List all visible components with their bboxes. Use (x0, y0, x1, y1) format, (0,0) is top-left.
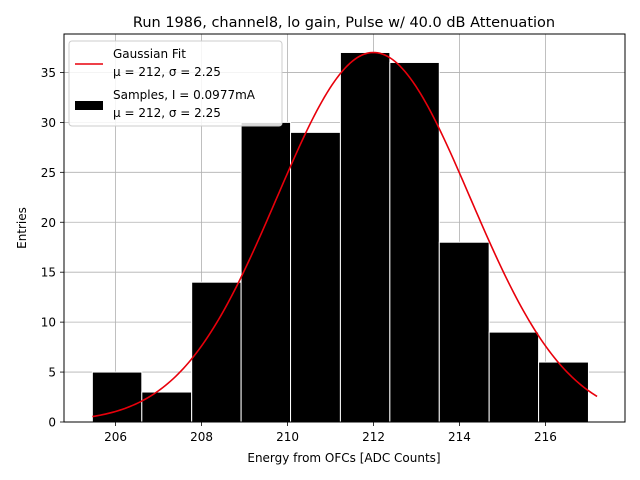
y-tick-label: 35 (41, 66, 56, 80)
legend-samples-label: Samples, I = 0.0977mA (113, 88, 256, 102)
histogram-bar (389, 61, 440, 423)
chart-title: Run 1986, channel8, lo gain, Pulse w/ 40… (133, 15, 555, 31)
legend: Gaussian Fit μ = 212, σ = 2.25 Samples, … (68, 40, 283, 127)
histogram-bar (290, 131, 341, 423)
histogram-bars (91, 51, 589, 423)
y-tick-label: 10 (41, 316, 56, 330)
y-tick-label: 20 (41, 216, 56, 230)
x-tick-label: 216 (534, 430, 557, 444)
histogram-bar (438, 241, 490, 423)
x-axis-ticks: 206 208 210 212 214 216 (104, 422, 557, 444)
y-axis-label: Entries (15, 207, 29, 249)
histogram-bar (240, 121, 292, 423)
y-axis-ticks: 0 5 10 15 20 25 30 35 (41, 66, 64, 430)
x-axis-label: Energy from OFCs [ADC Counts] (247, 451, 440, 465)
x-tick-label: 212 (362, 430, 385, 444)
legend-fit-label: Gaussian Fit (113, 47, 186, 61)
histogram-bar (339, 51, 391, 423)
legend-fit-params: μ = 212, σ = 2.25 (113, 65, 221, 79)
legend-samples-params: μ = 212, σ = 2.25 (113, 106, 221, 120)
plot-frame (63, 33, 626, 423)
histogram-bar (488, 331, 540, 423)
x-tick-label: 208 (190, 430, 213, 444)
legend-samples-swatch (75, 101, 103, 110)
histogram-bar (538, 361, 589, 423)
x-tick-label: 206 (104, 430, 127, 444)
y-tick-label: 0 (48, 416, 56, 430)
y-tick-label: 30 (41, 116, 56, 130)
legend-frame (68, 40, 283, 127)
x-tick-label: 214 (448, 430, 471, 444)
y-tick-label: 5 (48, 366, 56, 380)
histogram-bar (191, 281, 242, 423)
y-tick-label: 15 (41, 266, 56, 280)
gaussian-fit-curve (92, 51, 598, 418)
y-tick-label: 25 (41, 166, 56, 180)
x-tick-label: 210 (276, 430, 299, 444)
